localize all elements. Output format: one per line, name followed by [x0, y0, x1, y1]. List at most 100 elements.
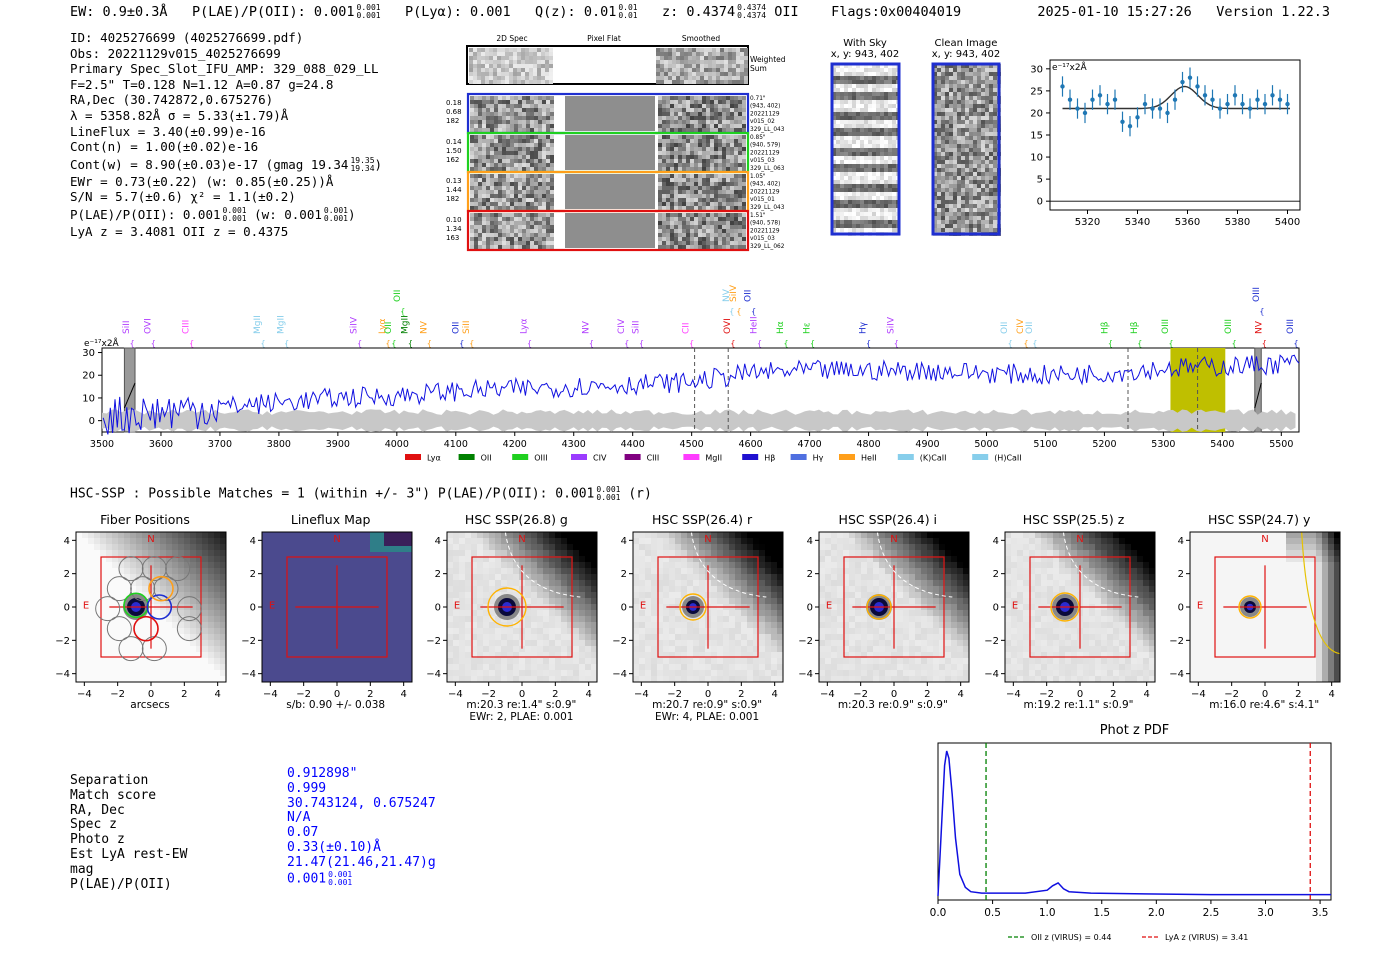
cutout-pixel	[220, 580, 226, 586]
strip-pixel	[470, 190, 474, 194]
strip-pixel	[505, 76, 509, 80]
strip-pixel	[730, 147, 734, 151]
cutout-pixel	[88, 610, 94, 616]
strip-pixel	[670, 245, 674, 249]
strip-pixel	[682, 147, 686, 151]
clean-image-pixel	[981, 64, 985, 68]
strip-pixel	[478, 225, 482, 229]
clean-image-pixel	[969, 112, 973, 116]
spectral-line-brace: {	[189, 339, 194, 348]
clean-image-pixel	[977, 112, 981, 116]
clean-image-pixel	[961, 76, 965, 80]
cutout-pixel	[483, 538, 490, 544]
strip-pixel	[490, 198, 494, 202]
strip-pixel	[698, 186, 702, 190]
clean-image-pixel	[945, 188, 949, 192]
with-sky-image-pixel	[868, 80, 872, 84]
with-sky-image-pixel	[876, 128, 880, 132]
clean-image-pixel	[977, 128, 981, 132]
strip-pixel	[502, 198, 506, 202]
cutout-pixel	[178, 592, 184, 598]
strip-pixel	[545, 76, 549, 80]
strip-pixel	[522, 182, 526, 186]
strip-pixel	[658, 112, 662, 116]
strip-pixel	[706, 174, 710, 178]
strip-pixel	[732, 64, 736, 68]
cutout-pixel	[208, 658, 214, 664]
strip-pixel	[706, 198, 710, 202]
strip-pixel	[546, 120, 550, 124]
clean-image-pixel	[953, 212, 957, 216]
strip-pixel	[732, 60, 736, 64]
with-sky-image-pixel	[876, 72, 880, 76]
with-sky-image-pixel	[892, 192, 896, 196]
spectral-line-brace: {	[1108, 339, 1113, 348]
strip-pixel	[486, 213, 490, 217]
cutout-pixel	[513, 652, 520, 658]
strip-pixel	[486, 221, 490, 225]
strip-pixel	[682, 225, 686, 229]
strip-pixel	[694, 217, 698, 221]
strip-pixel	[696, 76, 700, 80]
strip-pixel	[670, 229, 674, 233]
cutout-pixel	[477, 616, 484, 622]
with-sky-image-pixel	[840, 68, 844, 72]
cutout-pixel	[543, 646, 550, 652]
detection-info: ID: 4025276699 (4025276699.pdf) Obs: 202…	[70, 30, 382, 240]
cutout-pixel	[94, 670, 100, 676]
cutout-pixel	[202, 580, 208, 586]
strip-pixel	[712, 60, 716, 64]
strip-pixel	[482, 233, 486, 237]
strip-pixel	[514, 104, 518, 108]
strip-pixel	[506, 217, 510, 221]
cutout-pixel	[531, 574, 538, 580]
strip-pixel	[541, 48, 545, 52]
cutout-pixel	[459, 646, 466, 652]
strip-pixel	[530, 108, 534, 112]
with-sky-image-pixel	[860, 140, 864, 144]
spectrum-x-tick-label: 4000	[385, 439, 409, 450]
strip-pixel	[678, 116, 682, 120]
with-sky-image-pixel	[860, 172, 864, 176]
strip-pixel	[718, 221, 722, 225]
cutout-pixel	[561, 586, 568, 592]
cutout-pixel	[453, 616, 460, 622]
clean-image-pixel	[945, 156, 949, 160]
strip-pixel	[710, 186, 714, 190]
cutout-pixel	[555, 634, 562, 640]
with-sky-image-pixel	[840, 204, 844, 208]
strip-pixel	[728, 68, 732, 72]
cutout-pixel	[208, 574, 214, 580]
strip-pixel	[526, 120, 530, 124]
cutout-pixel	[124, 628, 130, 634]
zoom-data-point	[1135, 115, 1140, 120]
with-sky-image-pixel	[832, 120, 836, 124]
with-sky-image-pixel	[836, 176, 840, 180]
strip-pixel	[674, 217, 678, 221]
clean-image-pixel	[985, 224, 989, 228]
with-sky-image-pixel	[840, 116, 844, 120]
strip-pixel	[493, 60, 497, 64]
clean-image-pixel	[993, 156, 997, 160]
header-qz-lo: 0.01	[618, 11, 638, 20]
zoom-data-point	[1082, 110, 1088, 116]
cutout-pixel	[76, 616, 82, 622]
strip-pixel	[714, 159, 718, 163]
cutout-pixel	[142, 652, 148, 658]
clean-image-pixel	[981, 172, 985, 176]
strip-pixel	[538, 167, 542, 171]
strip-pixel	[506, 202, 510, 206]
cutout-pixel	[82, 604, 88, 610]
strip-pixel	[534, 155, 538, 159]
cutout-pixel	[489, 580, 496, 586]
clean-image-pixel	[961, 132, 965, 136]
strip-pixel	[720, 72, 724, 76]
strip-pixel	[534, 213, 538, 217]
masked-region-hatch	[123, 382, 136, 409]
strip-pixel	[686, 233, 690, 237]
clean-image-pixel	[973, 88, 977, 92]
cutout-pixel	[477, 610, 484, 616]
cutout-pixel	[160, 562, 166, 568]
cutout-pixel	[166, 616, 172, 622]
strip-pixel	[692, 60, 696, 64]
